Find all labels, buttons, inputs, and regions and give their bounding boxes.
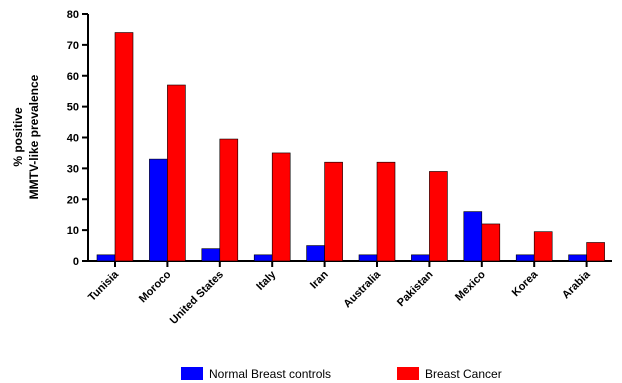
legend-label: Breast Cancer (425, 367, 502, 381)
bar (515, 254, 535, 262)
legend: Normal Breast controls Breast Cancer (181, 367, 502, 381)
y-axis-title-line-2: MMTV-like prevalence (27, 74, 41, 199)
bar (376, 161, 396, 262)
y-tick-label: 0 (73, 256, 79, 268)
bar (411, 254, 430, 262)
bar (358, 254, 378, 262)
x-tick-label: Arabia (560, 268, 593, 301)
bar (271, 152, 291, 262)
bar (429, 171, 448, 262)
bar (96, 254, 116, 262)
y-tick-label: 30 (67, 163, 79, 175)
y-tick-label: 70 (67, 40, 79, 52)
bar (306, 245, 325, 262)
legend-swatch (397, 367, 419, 380)
bar (481, 223, 501, 262)
x-tick-label: Moroco (137, 268, 174, 305)
bar (253, 254, 273, 262)
x-tick-label: Pakistan (395, 268, 436, 309)
bar (463, 211, 483, 262)
bar (219, 138, 239, 262)
y-axis-title-line-1: % positive (11, 107, 25, 167)
bar (114, 32, 134, 262)
bar (167, 84, 186, 262)
bar (586, 242, 605, 262)
bar (324, 161, 343, 262)
bar (533, 231, 553, 262)
x-tick-label: Iran (308, 268, 331, 291)
bar (201, 248, 221, 262)
x-tick-label: Tunisia (86, 268, 122, 304)
x-tick-label: Italy (254, 268, 279, 293)
x-tick-label: Korea (510, 268, 541, 299)
y-tick-label: 60 (67, 71, 79, 83)
x-tick-label: United States (168, 269, 226, 327)
y-tick-label: 10 (67, 225, 79, 237)
x-tick-label: Mexico (453, 268, 488, 303)
y-tick-label: 40 (67, 133, 79, 145)
legend-label: Normal Breast controls (209, 367, 331, 381)
y-tick-label: 50 (67, 102, 79, 114)
y-axis-title: % positive MMTV-like prevalence (11, 74, 41, 199)
x-tick-label: Australia (341, 268, 383, 310)
bar (149, 158, 168, 262)
bar (568, 254, 587, 262)
legend-swatch (181, 367, 203, 380)
y-tick-label: 20 (67, 194, 79, 206)
y-tick-label: 80 (67, 9, 79, 21)
